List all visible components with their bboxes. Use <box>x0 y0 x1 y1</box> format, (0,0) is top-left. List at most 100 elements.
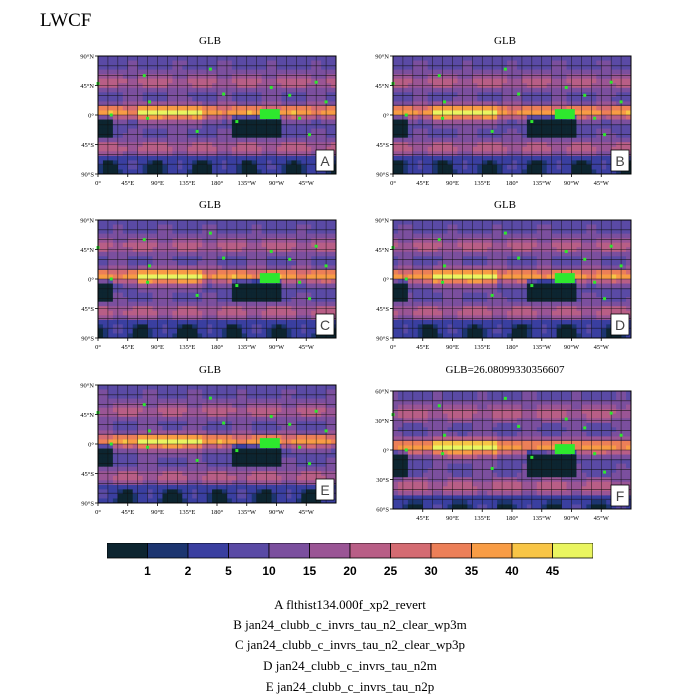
heatmap-cell <box>98 164 104 170</box>
heatmap-cell <box>467 164 473 170</box>
heatmap-cell <box>147 310 153 316</box>
heatmap-cell <box>536 251 543 257</box>
heatmap-cell <box>147 56 153 61</box>
heatmap-cell <box>137 229 144 235</box>
heatmap-cell <box>306 60 312 66</box>
heatmap-cell <box>98 260 104 266</box>
heatmap-cell <box>301 315 307 321</box>
heatmap-cell <box>296 288 302 294</box>
heatmap-cell <box>546 224 553 230</box>
heatmap-cell <box>331 115 337 120</box>
heatmap-cell <box>187 101 193 107</box>
heatmap-cell <box>177 256 183 262</box>
heatmap-cell <box>231 69 238 75</box>
heatmap-cell <box>197 56 203 61</box>
heatmap-cell <box>397 220 404 225</box>
heatmap-cell <box>132 105 139 111</box>
heatmap-cell <box>147 124 153 130</box>
heatmap-cell <box>566 238 572 244</box>
heatmap-cell <box>147 315 153 321</box>
heatmap-cell <box>576 265 582 271</box>
heatmap-cell <box>162 224 168 230</box>
heatmap-cell <box>601 301 607 307</box>
heatmap-cell <box>442 60 448 66</box>
heatmap-cell <box>142 251 148 257</box>
heatmap-cell <box>157 315 163 321</box>
heatmap-cell <box>576 233 582 239</box>
heatmap-cell <box>606 238 612 244</box>
heatmap-cell <box>502 96 508 102</box>
heatmap-cell <box>192 324 198 330</box>
heatmap-cell <box>117 315 124 321</box>
heatmap-cell <box>187 229 193 235</box>
heatmap-cell <box>321 110 327 116</box>
heatmap-cell <box>331 101 337 107</box>
heatmap-cell <box>117 128 124 134</box>
heatmap-cell <box>306 87 312 93</box>
heatmap-cell <box>167 78 173 84</box>
heatmap-cell <box>393 151 399 157</box>
heatmap-cell <box>586 56 592 61</box>
heatmap-cell <box>137 169 144 175</box>
heatmap-cell <box>127 96 134 102</box>
heatmap-cell <box>502 60 508 66</box>
heatmap-cell <box>546 256 553 262</box>
heatmap-cell <box>541 78 548 84</box>
heatmap-cell <box>246 229 253 235</box>
heatmap-cell <box>482 224 488 230</box>
heatmap-cell <box>457 137 463 143</box>
heatmap-cell <box>281 319 287 325</box>
heatmap-cell <box>142 220 148 225</box>
heatmap-cell <box>197 92 203 98</box>
heatmap-cell <box>397 160 404 166</box>
heatmap-cell <box>447 164 453 170</box>
heatmap-cell <box>266 146 272 152</box>
heatmap-cell <box>182 146 188 152</box>
heatmap-cell <box>452 256 458 262</box>
heatmap-cell <box>452 297 458 303</box>
heatmap-cell <box>127 115 134 120</box>
heatmap-cell <box>221 283 228 289</box>
heatmap-cell <box>276 269 282 275</box>
y-tick-label: 45°N <box>80 247 94 254</box>
heatmap-cell <box>137 151 144 157</box>
heatmap-cell <box>202 315 208 321</box>
heatmap-cell <box>212 105 218 111</box>
heatmap-cell <box>526 292 533 298</box>
heatmap-cell <box>246 220 253 225</box>
heatmap-cell <box>531 74 538 80</box>
heatmap-cell <box>236 78 243 84</box>
heatmap-cell <box>442 105 448 111</box>
heatmap-cell <box>566 301 572 307</box>
heatmap-cell <box>316 74 322 80</box>
heatmap-cell <box>177 301 183 307</box>
heatmap-cell <box>331 220 337 225</box>
heatmap-cell <box>261 251 267 257</box>
heatmap-cell <box>212 328 218 334</box>
heatmap-cell <box>122 274 129 280</box>
heatmap-cell <box>606 169 612 175</box>
station-marker <box>269 249 273 253</box>
heatmap-cell <box>397 256 404 262</box>
heatmap-cell <box>311 220 317 225</box>
heatmap-cell <box>152 105 158 111</box>
heatmap-cell <box>231 60 238 66</box>
heatmap-cell <box>226 242 233 248</box>
heatmap-cell <box>256 315 263 321</box>
heatmap-cell <box>276 310 282 316</box>
heatmap-cell <box>241 60 248 66</box>
heatmap-cell <box>301 310 307 316</box>
heatmap-cell <box>596 283 602 289</box>
heatmap-cell <box>556 60 562 66</box>
heatmap-cell <box>132 155 139 161</box>
heatmap-cell <box>402 105 409 111</box>
heatmap-cell <box>482 60 488 66</box>
heatmap-cell <box>202 288 208 294</box>
heatmap-cell <box>531 297 538 303</box>
heatmap-cell <box>241 220 248 225</box>
heatmap-cell <box>417 233 424 239</box>
heatmap-cell <box>306 269 312 275</box>
heatmap-cell <box>402 229 409 235</box>
heatmap-cell <box>261 124 267 130</box>
heatmap-cell <box>561 242 567 248</box>
